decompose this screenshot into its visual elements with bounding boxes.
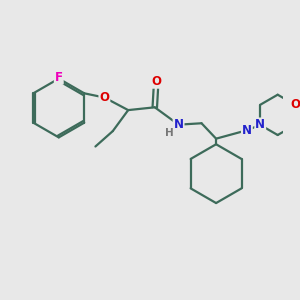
Text: O: O (151, 75, 161, 88)
Text: F: F (55, 71, 63, 84)
Text: N: N (242, 124, 252, 137)
Text: H: H (165, 128, 174, 137)
Text: N: N (255, 118, 265, 131)
Text: O: O (99, 91, 110, 104)
Text: N: N (174, 118, 184, 131)
Text: O: O (290, 98, 300, 111)
